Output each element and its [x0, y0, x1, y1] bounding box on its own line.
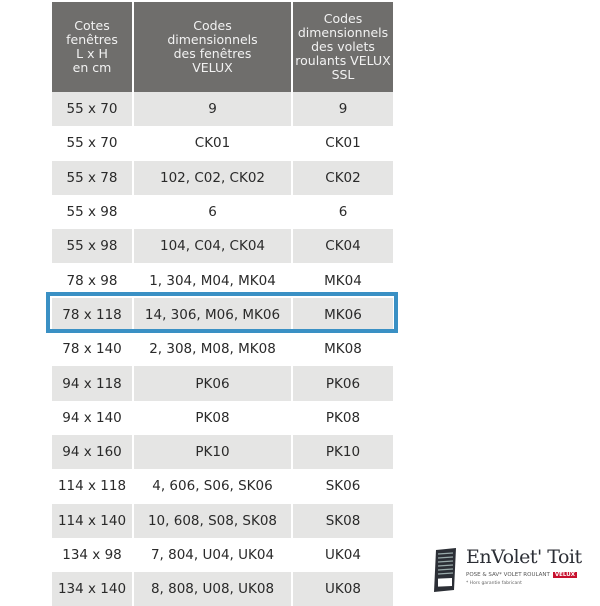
highlighted-row-outline: [46, 292, 398, 333]
table-row: 114 x 140 10, 608, S08, SK08 SK08: [52, 503, 393, 538]
table-row: 94 x 118 PK06 PK06: [52, 366, 393, 401]
table-row: 55 x 70 CK01 CK01: [52, 126, 393, 161]
shutter-code-cell: PK06: [325, 375, 361, 392]
dimensions-cell: 94 x 160: [52, 434, 134, 470]
dimensions-cell: 55 x 98: [52, 194, 134, 230]
window-code-cell: PK08: [134, 400, 293, 435]
table-row: 55 x 70 9 9: [52, 92, 393, 127]
window-code-cell: 14, 306, M06, MK06: [134, 297, 293, 333]
dimensions-cell: 114 x 118: [52, 469, 134, 504]
dimensions-cell: 78 x 140: [52, 332, 134, 367]
shutter-code-cell: SK06: [325, 478, 361, 495]
shutter-code-cell: SK08: [325, 512, 361, 529]
table-row: 55 x 98 104, C04, CK04 CK04: [52, 229, 393, 264]
shutter-code-cell: CK01: [325, 135, 361, 152]
dimensions-cell: 55 x 70: [52, 126, 134, 161]
header-shutter-codes: Codes dimensionnels des volets roulants …: [295, 11, 391, 82]
header-dimensions: Cotes fenêtres L x H en cm: [52, 2, 134, 92]
window-code-cell: PK10: [134, 434, 293, 470]
window-code-cell: 6: [134, 194, 293, 230]
table-body: 55 x 70 9 9 55 x 70 CK01 CK01 55 x 78 102, C02,…: [52, 92, 393, 606]
shutter-code-cell: 6: [338, 204, 348, 221]
dimensions-cell: 78 x 98: [52, 263, 134, 298]
table-row: 55 x 78 102, C02, CK02 CK02: [52, 160, 393, 195]
table-row: 114 x 118 4, 606, S06, SK06 SK06: [52, 469, 393, 504]
table-row: 94 x 160 PK10 PK10: [52, 434, 393, 470]
envolet-toit-logo: EnVolet' Toit POSE & SAV* VOLET ROULANT V…: [432, 546, 600, 596]
window-code-cell: PK06: [134, 366, 293, 401]
shutter-code-cell: CK02: [325, 169, 361, 186]
velux-size-table: Cotes fenêtres L x H en cm Codes dimensi…: [52, 2, 393, 606]
header-window-codes: Codes dimensionnels des fenêtres VELUX: [134, 2, 293, 92]
table-row: 55 x 98 6 6: [52, 194, 393, 230]
brand-name: EnVolet' Toit: [466, 546, 582, 568]
shutter-code-cell: UK04: [325, 547, 361, 563]
velux-badge: VELUX: [552, 572, 577, 578]
table-row: 94 x 140 PK08 PK08: [52, 400, 393, 435]
shutter-code-cell: PK08: [325, 409, 361, 426]
table-row: 134 x 98 7, 804, U04, UK04 UK04: [52, 537, 393, 573]
dimensions-cell: 55 x 70: [52, 92, 134, 127]
dimensions-cell: 94 x 118: [52, 366, 134, 401]
dimensions-cell: 55 x 98: [52, 229, 134, 264]
window-code-cell: 2, 308, M08, MK08: [134, 332, 293, 367]
dimensions-cell: 55 x 78: [52, 160, 134, 195]
shutter-code-cell: MK04: [324, 272, 362, 289]
window-code-cell: 4, 606, S06, SK06: [134, 469, 293, 504]
shutter-code-cell: UK08: [325, 581, 361, 598]
table-row: 134 x 140 8, 808, U08, UK08 UK08: [52, 572, 393, 606]
roller-shutter-icon: [434, 548, 456, 592]
window-code-cell: 1, 304, M04, MK04: [134, 263, 293, 298]
shutter-code-cell: PK10: [325, 444, 361, 461]
window-code-cell: CK01: [134, 126, 293, 161]
dimensions-cell: 134 x 98: [52, 537, 134, 573]
table-row-highlighted: 78 x 118 14, 306, M06, MK06 MK06: [52, 297, 393, 333]
tagline-text: POSE & SAV* VOLET ROULANT: [466, 572, 550, 578]
window-code-cell: 102, C02, CK02: [134, 160, 293, 195]
tagline: POSE & SAV* VOLET ROULANT VELUX: [466, 572, 577, 578]
window-code-cell: 104, C04, CK04: [134, 229, 293, 264]
window-code-cell: 10, 608, S08, SK08: [134, 503, 293, 538]
warranty-note: * Hors garantie fabricant: [466, 581, 522, 586]
dimensions-cell: 78 x 118: [52, 297, 134, 333]
shutter-code-cell: MK08: [324, 341, 362, 358]
table-row: 78 x 140 2, 308, M08, MK08 MK08: [52, 332, 393, 367]
dimensions-cell: 94 x 140: [52, 400, 134, 435]
dimensions-cell: 134 x 140: [52, 572, 134, 606]
table-header: Cotes fenêtres L x H en cm Codes dimensi…: [52, 2, 393, 92]
dimensions-cell: 114 x 140: [52, 503, 134, 538]
window-code-cell: 9: [134, 92, 293, 127]
shutter-code-cell: 9: [338, 101, 348, 118]
shutter-code-cell: CK04: [325, 238, 361, 255]
shutter-code-cell: MK06: [324, 306, 362, 323]
window-code-cell: 7, 804, U04, UK04: [134, 537, 293, 573]
window-code-cell: 8, 808, U08, UK08: [134, 572, 293, 606]
